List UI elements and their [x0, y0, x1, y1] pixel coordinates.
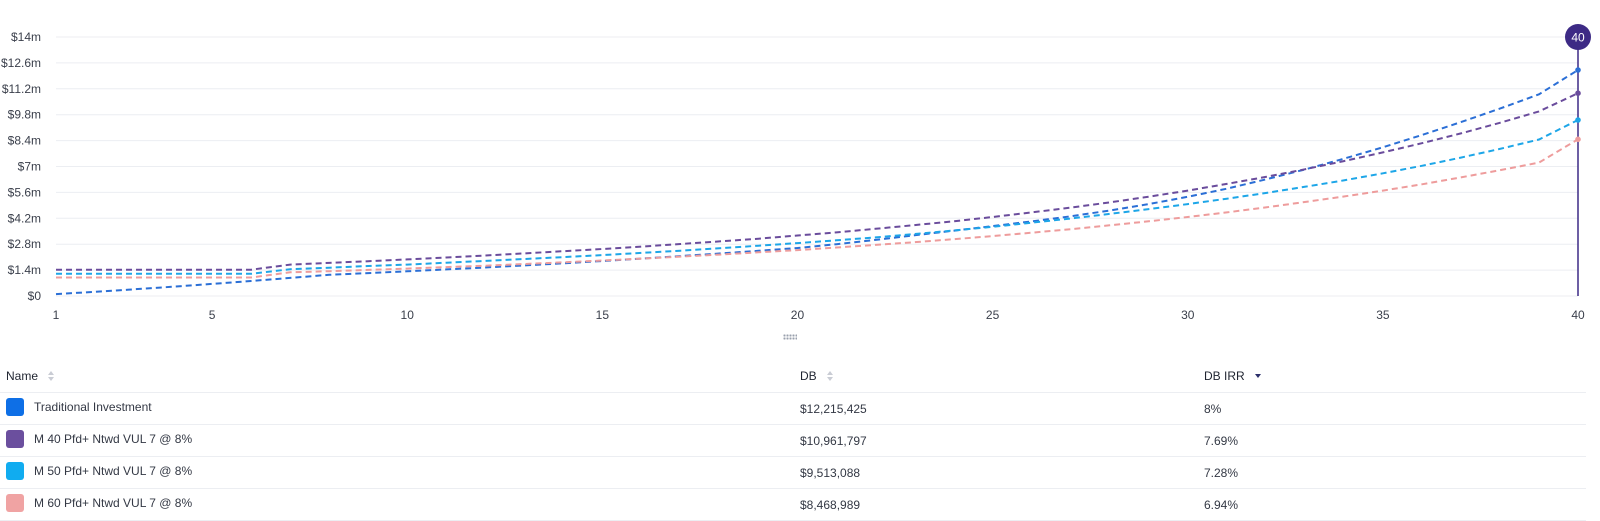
y-tick-label: $14m — [11, 30, 41, 44]
x-marker[interactable]: 40 — [1565, 24, 1591, 296]
x-axis-ticks: 1 5 10 15 20 25 30 35 40 — [53, 308, 1585, 322]
x-tick-label: 1 — [53, 308, 60, 322]
x-tick-label: 15 — [596, 308, 610, 322]
series-line-4 — [56, 138, 1579, 279]
y-tick-label: $5.6m — [8, 185, 41, 199]
gridlines — [56, 36, 1578, 297]
results-table: Name DB DB IRR Traditional Investment $ — [0, 360, 1586, 521]
y-axis-ticks: $0 $1.4m $2.8m $4.2m $5.6m $7m $8.4m $9.8m $11.2… — [1, 30, 41, 303]
y-tick-label: $12.6m — [1, 56, 41, 70]
marker-point — [1575, 90, 1581, 97]
name-column-header[interactable]: Name — [0, 360, 794, 393]
table-row[interactable]: Traditional Investment $12,215,425 8% — [0, 392, 1586, 425]
marker-point — [1575, 136, 1581, 143]
row-irr: 7.69% — [1198, 424, 1586, 457]
row-irr: 8% — [1198, 392, 1586, 425]
series-line-3 — [56, 119, 1579, 275]
marker-point — [1575, 67, 1581, 73]
table-row[interactable]: M 50 Pfd+ Ntwd VUL 7 @ 8% $9,513,088 7.2… — [0, 456, 1586, 489]
row-db: $10,961,797 — [794, 424, 1198, 457]
x-tick-label: 10 — [401, 308, 415, 322]
row-name: M 50 Pfd+ Ntwd VUL 7 @ 8% — [34, 464, 193, 478]
death-benefit-line-chart: $0 $1.4m $2.8m $4.2m $5.6m $7m $8.4m $9.8m $11.2… — [1, 24, 1591, 322]
y-tick-label: $9.8m — [8, 108, 41, 122]
row-name: Traditional Investment — [34, 400, 152, 414]
resize-handle[interactable] — [783, 334, 797, 340]
table-row[interactable]: M 40 Pfd+ Ntwd VUL 7 @ 8% $10,961,797 7.… — [0, 424, 1586, 457]
db-irr-header-label: DB IRR — [1204, 369, 1245, 383]
series-line-2 — [56, 92, 1579, 271]
row-irr: 7.28% — [1198, 456, 1586, 489]
series-line-1 — [55, 69, 1579, 296]
marker-point — [1575, 117, 1581, 123]
marker-badge[interactable] — [1565, 24, 1591, 50]
y-tick-label: $2.8m — [8, 237, 41, 251]
x-tick-label: 40 — [1571, 308, 1585, 322]
marker-label: 40 — [1571, 31, 1585, 45]
x-tick-label: 30 — [1181, 308, 1195, 322]
row-irr: 6.94% — [1198, 488, 1586, 521]
sort-icon[interactable] — [826, 371, 833, 381]
row-db: $8,468,989 — [794, 488, 1198, 521]
row-name: M 60 Pfd+ Ntwd VUL 7 @ 8% — [34, 496, 193, 510]
y-tick-label: $11.2m — [2, 82, 41, 96]
row-db: $12,215,425 — [794, 392, 1198, 425]
x-tick-label: 20 — [791, 308, 805, 322]
series-lines — [55, 69, 1579, 296]
sort-icon[interactable] — [48, 371, 55, 381]
row-name: M 40 Pfd+ Ntwd VUL 7 @ 8% — [34, 432, 193, 446]
y-tick-label: $4.2m — [8, 211, 41, 225]
x-tick-label: 35 — [1376, 308, 1390, 322]
y-tick-label: $7m — [18, 160, 41, 174]
color-swatch — [6, 430, 24, 448]
color-swatch — [6, 462, 24, 480]
x-tick-label: 5 — [209, 308, 216, 322]
table-row[interactable]: M 60 Pfd+ Ntwd VUL 7 @ 8% $8,468,989 6.9… — [0, 488, 1586, 521]
color-swatch — [6, 398, 24, 416]
sort-desc-active-icon[interactable] — [1254, 374, 1261, 378]
y-tick-label: $0 — [28, 289, 42, 303]
y-tick-label: $8.4m — [8, 134, 41, 148]
name-header-label: Name — [6, 369, 39, 383]
db-header-label: DB — [800, 369, 817, 383]
table-header-row: Name DB DB IRR — [0, 360, 1586, 393]
y-tick-label: $1.4m — [8, 263, 41, 277]
x-tick-label: 25 — [986, 308, 1000, 322]
db-column-header[interactable]: DB — [794, 360, 1198, 393]
db-irr-column-header[interactable]: DB IRR — [1198, 360, 1586, 393]
row-db: $9,513,088 — [794, 456, 1198, 489]
color-swatch — [6, 494, 24, 512]
